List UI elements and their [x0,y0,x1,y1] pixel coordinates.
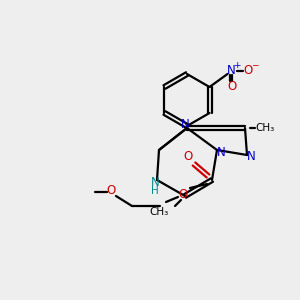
Text: N: N [217,146,225,158]
Text: N: N [181,118,189,131]
Text: O: O [227,80,236,92]
Text: −: − [251,61,258,70]
Text: CH₃: CH₃ [255,123,274,133]
Text: N: N [151,176,159,188]
Text: O: O [178,188,188,202]
Text: N: N [227,64,236,77]
Text: +: + [233,61,240,70]
Text: O: O [106,184,116,197]
Text: O: O [243,64,252,77]
Text: CH₃: CH₃ [149,207,169,217]
Text: H: H [151,186,159,196]
Text: O: O [183,149,193,163]
Text: N: N [247,151,255,164]
